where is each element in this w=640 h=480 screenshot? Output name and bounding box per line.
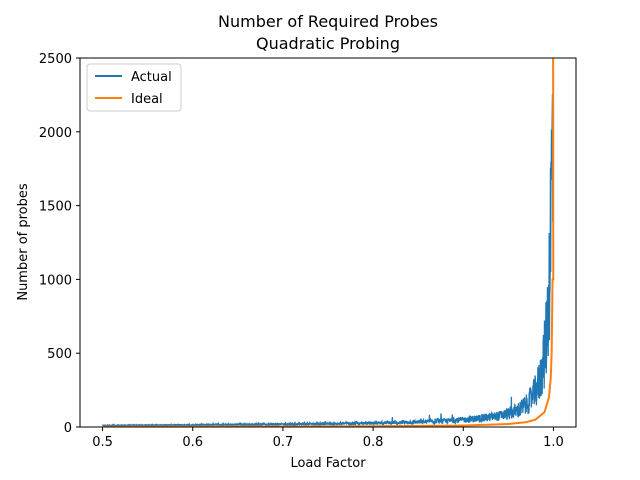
legend-label-actual: Actual <box>131 70 172 85</box>
x-tick-label-2: 0.7 <box>273 435 294 450</box>
y-axis-label: Number of probes <box>16 183 31 301</box>
chart-subtitle: Quadratic Probing <box>256 34 400 53</box>
x-tick-label-3: 0.8 <box>363 435 384 450</box>
plot-area: 0.5 0.6 0.7 0.8 0.9 1.0 0 500 1000 1500 2000 2500 <box>39 52 577 450</box>
x-tick-label-4: 0.9 <box>453 435 474 450</box>
plot-frame <box>79 57 577 428</box>
x-tick-label-1: 0.6 <box>182 435 203 450</box>
legend: Actual Ideal <box>86 63 182 112</box>
y-tick-label-3: 1500 <box>39 200 72 215</box>
y-tick-label-2: 1000 <box>39 273 72 288</box>
y-tick-label-4: 2000 <box>39 126 72 141</box>
x-axis-label: Load Factor <box>290 456 366 471</box>
x-tick-label-5: 1.0 <box>543 435 564 450</box>
y-tick-label-1: 500 <box>47 347 72 362</box>
series-actual-line <box>102 94 555 427</box>
y-tick-label-0: 0 <box>64 421 72 436</box>
legend-label-ideal: Ideal <box>131 92 163 107</box>
chart-title: Number of Required Probes <box>218 12 438 31</box>
y-tick-label-5: 2500 <box>39 52 72 67</box>
x-tick-label-0: 0.5 <box>92 435 113 450</box>
